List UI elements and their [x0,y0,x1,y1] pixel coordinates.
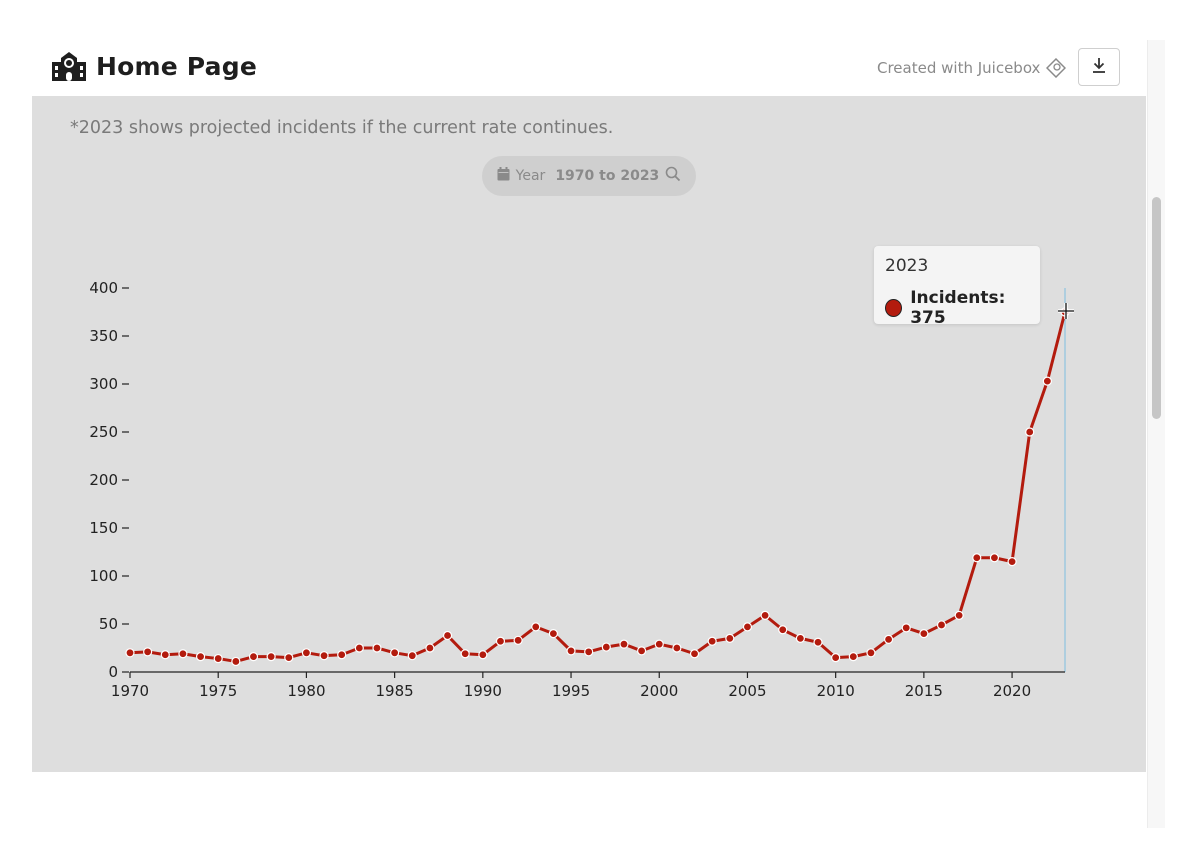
x-tick-label: 2000 [640,682,678,700]
data-point [407,651,417,661]
projection-note: *2023 shows projected incidents if the c… [70,118,614,138]
data-point [601,642,611,652]
data-point [813,637,823,647]
crosshair-cursor-icon [1058,303,1074,319]
y-tick-label: 350 [89,327,118,345]
data-point [231,656,241,667]
data-point [372,643,382,653]
series-line-incidents [129,311,1067,663]
data-point [672,643,682,653]
data-point [901,623,911,633]
data-point [531,622,541,632]
page-title: Home Page [50,50,257,82]
year-filter-value: 1970 to 2023 [555,168,660,184]
y-tick-label: 200 [89,471,118,489]
x-tick-label: 2010 [817,682,855,700]
data-point [637,646,647,656]
header: Home Page Created with Juicebox [32,30,1146,96]
data-point [742,622,753,632]
x-tick-label: 2020 [993,682,1031,700]
data-point [178,649,188,659]
data-point [831,652,841,663]
tooltip-series-dot [885,299,903,317]
chart-tooltip: 2023 Incidents: 375 [874,246,1040,328]
data-point [1042,376,1052,386]
data-point [972,553,982,563]
page-title-text: Home Page [96,51,257,81]
data-point [566,646,576,656]
data-point [160,650,170,660]
data-point [548,628,558,639]
data-point [442,630,453,641]
data-point [954,610,964,620]
x-tick-label: 1975 [199,682,237,700]
x-tick-label: 1970 [111,682,149,700]
data-point [725,633,735,644]
credit-text: Created with Juicebox [877,59,1041,77]
data-point [619,639,629,649]
juicebox-logo-icon [1046,57,1067,79]
data-point [195,652,206,662]
download-icon [1091,56,1107,78]
data-point [478,650,488,660]
data-point [301,648,312,658]
data-point [390,648,400,658]
year-filter[interactable]: Year 1970 to 2023 [482,156,696,196]
data-point [883,634,894,644]
calendar-icon [497,167,510,185]
data-point [1007,556,1017,567]
y-tick-label: 250 [89,423,118,441]
y-tick-label: 400 [89,279,118,297]
search-icon[interactable] [665,166,681,186]
tooltip-row: Incidents: 375 [885,288,1040,328]
data-point [213,653,223,664]
line-chart: 0 50 100 150 200 250 300 350 400 1970 1975 1980 1985… [89,279,1074,700]
data-point [337,650,347,660]
year-filter-label: Year [515,168,546,184]
tooltip-year: 2023 [885,256,929,276]
y-tick-label: 50 [99,615,118,633]
juicebox-credit[interactable]: Created with Juicebox [877,57,1067,79]
data-point [425,643,435,653]
x-tick-label: 1980 [287,682,325,700]
tooltip-label: Incidents: 375 [910,288,1006,328]
y-tick-label: 150 [89,519,118,537]
x-tick-label: 2015 [905,682,943,700]
data-point [760,610,770,620]
download-button[interactable] [1078,48,1120,86]
data-point [919,628,929,639]
data-point [354,643,364,653]
data-point [143,647,153,657]
scrollbar[interactable] [1147,40,1165,828]
data-point [266,652,276,662]
scrollbar-thumb[interactable] [1152,197,1161,419]
data-point [513,635,523,645]
data-point [284,652,294,663]
data-point [1025,427,1035,437]
x-tick-label: 1995 [552,682,590,700]
data-point [778,625,788,635]
data-point [707,636,717,646]
data-point [989,553,1000,563]
data-point [460,649,470,659]
data-point [248,652,259,662]
data-point [319,651,329,661]
data-point [125,648,135,658]
data-point [936,620,947,630]
data-point [689,649,700,659]
school-building-icon [50,50,88,82]
dashboard-card: Home Page Created with Juicebox *2023 sh… [32,30,1146,772]
data-point [584,647,594,657]
y-tick-label: 100 [89,567,118,585]
x-tick-label: 1985 [376,682,414,700]
data-point [866,648,876,658]
x-tick-label: 2005 [728,682,766,700]
data-point [654,639,664,649]
data-point [495,636,506,646]
y-tick-label: 300 [89,375,118,393]
data-point [848,652,858,662]
x-tick-label: 1990 [464,682,502,700]
data-point [795,633,805,644]
y-tick-label: 0 [108,663,118,681]
